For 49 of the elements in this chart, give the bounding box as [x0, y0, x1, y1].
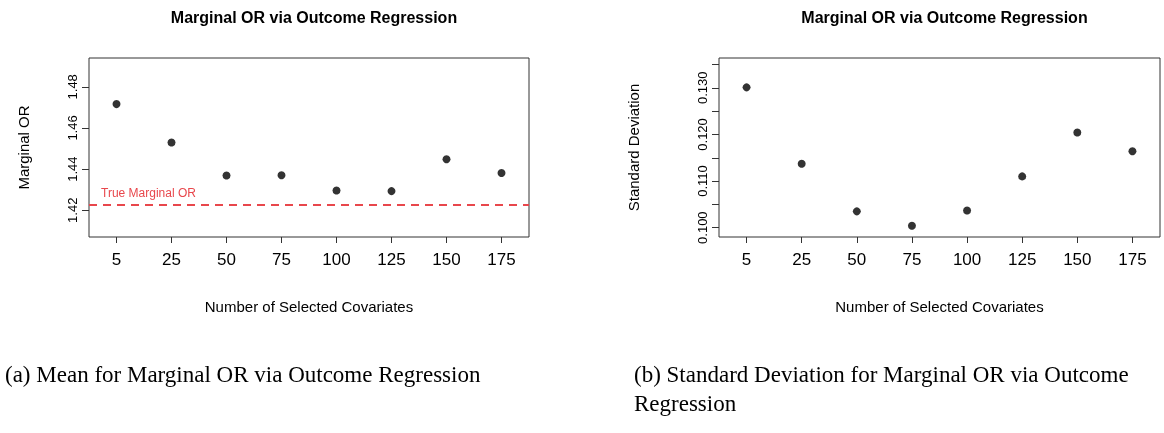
x-tick-label: 150: [432, 250, 461, 269]
y-tick-label: 0.100: [695, 211, 710, 244]
point: [963, 206, 972, 215]
point: [497, 169, 506, 178]
y-tick-label: 1.42: [65, 197, 80, 223]
ref-line-label: True Marginal OR: [101, 186, 197, 201]
point: [852, 207, 861, 216]
x-tick-label: 25: [792, 250, 812, 269]
x-tick-label: 100: [952, 250, 982, 269]
x-tick-label: 50: [847, 250, 867, 269]
x-tick-label: 100: [322, 250, 351, 269]
x-axis-title: Number of Selected Covariates: [204, 298, 414, 315]
text: (b) Standard Deviation for Marginal OR via Outcome Regression: [634, 361, 1130, 418]
y-tick-label: 0.120: [695, 118, 710, 151]
y-tick-label: 1.48: [65, 74, 80, 100]
y-axis-title: Standard Deviation: [625, 83, 642, 212]
y-tick-label: 0.110: [695, 165, 710, 197]
point: [1018, 172, 1027, 181]
y-axis-title: Marginal OR: [15, 105, 32, 190]
chart-title: Marginal OR via Outcome Regression: [801, 8, 1088, 26]
x-tick-label: 25: [162, 250, 181, 269]
point: [387, 187, 396, 196]
text: (a) Mean for Marginal OR via Outcome Regression: [5, 361, 482, 389]
point: [1128, 147, 1137, 156]
x-tick-label: 50: [217, 250, 236, 269]
point: [1073, 128, 1082, 137]
chart-title: Marginal OR via Outcome Regression: [170, 8, 458, 26]
x-tick-label: 75: [272, 250, 291, 269]
point: [277, 171, 286, 180]
point: [907, 221, 916, 230]
point: [112, 100, 121, 109]
point: [742, 83, 751, 92]
x-tick-label: 125: [1008, 250, 1037, 269]
y-tick-label: 1.44: [65, 156, 80, 182]
point: [797, 159, 806, 168]
x-tick-label: 175: [1118, 250, 1147, 269]
point: [442, 155, 451, 164]
x-axis-title: Number of Selected Covariates: [835, 298, 1044, 315]
y-tick-label: 0.130: [695, 71, 710, 105]
x-tick-label: 175: [487, 250, 516, 269]
x-tick-label: 125: [377, 250, 406, 269]
y-tick-label: 1.46: [65, 115, 80, 141]
x-tick-label: 5: [741, 250, 752, 269]
point: [222, 171, 231, 180]
x-tick-label: 75: [902, 250, 922, 269]
x-tick-label: 5: [111, 250, 122, 269]
point: [167, 138, 176, 147]
point: [332, 186, 341, 195]
x-tick-label: 150: [1063, 250, 1092, 269]
